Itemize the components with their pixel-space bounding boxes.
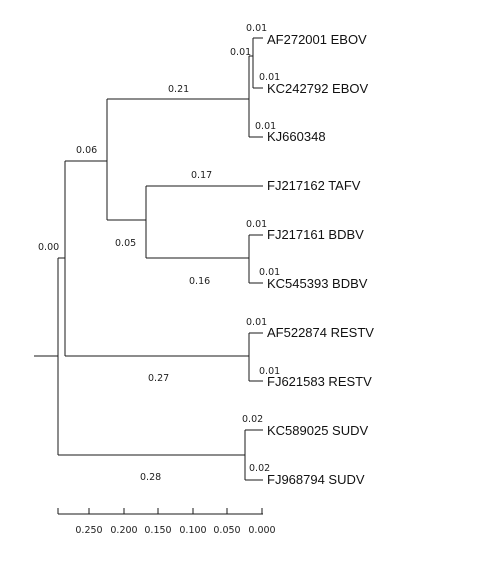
leaf-label-kj660348: KJ660348 xyxy=(267,129,326,144)
tree-branches xyxy=(34,37,263,481)
scale-tick-label-0050: 0.050 xyxy=(213,525,240,536)
branch-length-kc589025: 0.02 xyxy=(242,414,263,425)
branch-length-fj968794: 0.02 xyxy=(249,463,270,474)
scale-tick-label-0150: 0.150 xyxy=(144,525,171,536)
branch-length-kj660348: 0.01 xyxy=(255,121,276,132)
branch-length-fj621583: 0.01 xyxy=(259,366,280,377)
leaf-label-fj621583-restv: FJ621583 RESTV xyxy=(267,374,372,389)
branch-length-ebov-tafv-bdbv: 0.06 xyxy=(76,145,97,156)
leaf-label-kc545393-bdbv: KC545393 BDBV xyxy=(267,276,368,291)
branch-length-root-inner: 0.00 xyxy=(38,242,59,253)
leaf-label-fj217161-bdbv: FJ217161 BDBV xyxy=(267,227,364,242)
scale-tick-label-0100: 0.100 xyxy=(179,525,206,536)
branch-length-sudv-clade: 0.28 xyxy=(140,472,161,483)
branch-length-kc242792: 0.01 xyxy=(259,72,280,83)
leaf-label-fj968794-sudv: FJ968794 SUDV xyxy=(267,472,365,487)
scale-tick-label-0000: 0.000 xyxy=(248,525,275,536)
scale-tick-label-0250: 0.250 xyxy=(75,525,102,536)
branch-length-tafv: 0.17 xyxy=(191,170,212,181)
leaf-labels: AF272001 EBOV KC242792 EBOV KJ660348 FJ2… xyxy=(267,32,374,487)
leaf-label-kc589025-sudv: KC589025 SUDV xyxy=(267,423,368,438)
branch-length-fj217161: 0.01 xyxy=(246,219,267,230)
leaf-label-af522874-restv: AF522874 RESTV xyxy=(267,325,374,340)
branch-length-kc545393: 0.01 xyxy=(259,267,280,278)
leaf-label-af272001-ebov: AF272001 EBOV xyxy=(267,32,367,47)
branch-length-restv-clade: 0.27 xyxy=(148,373,169,384)
branch-length-af272001: 0.01 xyxy=(246,23,267,34)
distance-scale-axis: 0.250 0.200 0.150 0.100 0.050 0.000 xyxy=(57,508,276,536)
scale-tick-label-0200: 0.200 xyxy=(110,525,137,536)
branch-length-ebov-inner: 0.01 xyxy=(230,47,251,58)
leaf-label-fj217162-tafv: FJ217162 TAFV xyxy=(267,178,361,193)
branch-length-af522874: 0.01 xyxy=(246,317,267,328)
branch-length-ebov-clade: 0.21 xyxy=(168,84,189,95)
branch-length-tafv-bdbv: 0.05 xyxy=(115,238,136,249)
branch-length-bdbv-clade: 0.16 xyxy=(189,276,210,287)
scale-axis-ticks xyxy=(57,508,263,514)
leaf-label-kc242792-ebov: KC242792 EBOV xyxy=(267,81,369,96)
branch-length-labels: 0.01 0.01 0.01 0.01 0.21 0.06 0.17 0.05 … xyxy=(38,23,280,483)
